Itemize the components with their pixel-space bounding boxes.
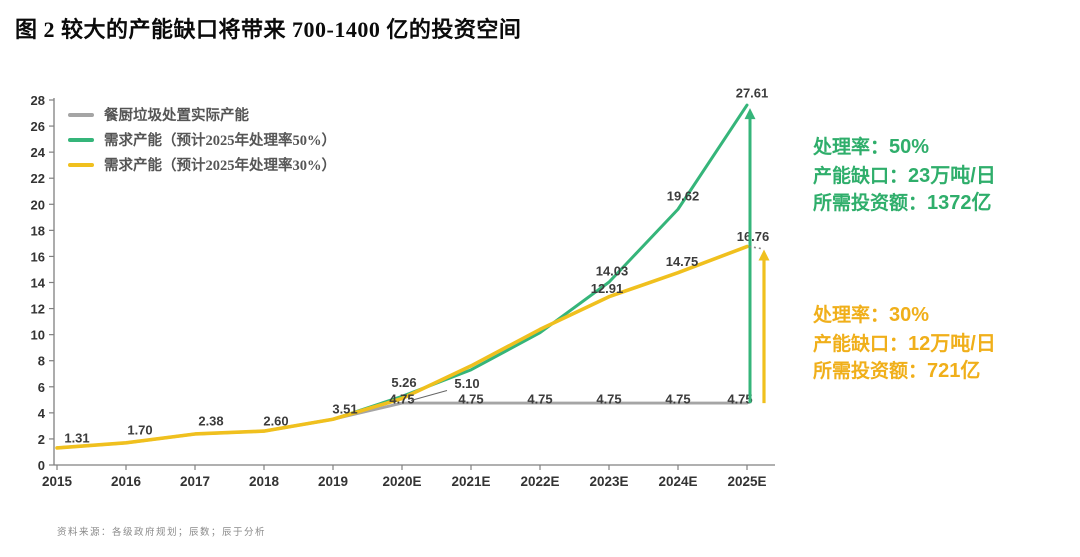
data-label-actual: 4.75	[458, 392, 483, 407]
x-tick-label: 2019	[318, 474, 348, 489]
legend-item-demand-30pct: 需求产能（预计2025年处理率30%）	[68, 152, 336, 177]
legend-swatch-yellow	[68, 162, 94, 167]
legend-swatch-gray	[68, 112, 94, 117]
x-tick-label: 2023E	[589, 474, 628, 489]
legend-label: 需求产能（预计2025年处理率50%）	[104, 133, 336, 149]
annotation-label: 产能缺口：	[813, 166, 909, 187]
y-tick-label: 28	[31, 93, 45, 108]
annotation-value: 1372亿	[927, 192, 992, 214]
annotation-line: 产能缺口：23万吨/日	[813, 159, 996, 187]
data-label-actual: 1.31	[64, 430, 89, 445]
y-tick-label: 16	[31, 249, 45, 264]
annotation-value: 721亿	[927, 360, 981, 382]
annotation-50pct-scenario: 处理率：50% 产能缺口：23万吨/日 所需投资额：1372亿	[813, 132, 996, 214]
y-tick-label: 20	[31, 197, 45, 212]
y-tick-label: 14	[31, 276, 46, 291]
data-label-actual: 1.70	[127, 422, 152, 437]
legend-label: 餐厨垃圾处置实际产能	[104, 108, 249, 124]
legend-label: 需求产能（预计2025年处理率30%）	[104, 158, 336, 174]
annotation-line: 所需投资额：1372亿	[813, 186, 996, 214]
data-label-actual: 4.75	[389, 392, 414, 407]
y-tick-label: 6	[38, 380, 45, 395]
data-label-actual: 2.38	[198, 413, 223, 428]
x-tick-label: 2017	[180, 474, 210, 489]
annotation-value: 50%	[889, 136, 930, 158]
x-tick-label: 2021E	[451, 474, 490, 489]
annotation-value: 12万吨/日	[908, 333, 996, 355]
data-label-demand-30pct: 5.10	[454, 376, 479, 391]
figure-title: 图 2 较大的产能缺口将带来 700-1400 亿的投资空间	[15, 17, 522, 42]
y-tick-label: 4	[38, 406, 46, 421]
gap-dotted-connector	[748, 245, 762, 250]
x-tick-label: 2024E	[658, 474, 697, 489]
y-tick-label: 10	[31, 328, 45, 343]
annotation-label: 处理率：	[813, 305, 890, 326]
data-label-actual: 4.75	[527, 392, 552, 407]
y-tick-label: 26	[31, 119, 45, 134]
chart-legend: 餐厨垃圾处置实际产能 需求产能（预计2025年处理率50%） 需求产能（预计20…	[68, 102, 336, 177]
data-label-demand-50pct: 27.61	[736, 86, 769, 101]
y-tick-label: 2	[38, 432, 45, 447]
data-label-demand-30pct: 14.75	[666, 254, 699, 269]
legend-item-actual-capacity: 餐厨垃圾处置实际产能	[68, 102, 336, 127]
annotation-label: 所需投资额：	[813, 361, 928, 382]
annotation-label: 所需投资额：	[813, 193, 928, 214]
data-label-demand-30pct: 12.91	[591, 281, 624, 296]
x-tick-label: 2015	[42, 474, 73, 489]
x-tick-label: 2020E	[382, 474, 421, 489]
y-tick-label: 0	[38, 458, 45, 473]
annotation-line: 处理率：50%	[813, 132, 996, 159]
x-tick-label: 2016	[111, 474, 142, 489]
series-line-demand-30pct	[55, 244, 749, 450]
legend-swatch-green	[68, 137, 94, 142]
annotation-label: 产能缺口：	[813, 334, 909, 355]
data-label-actual: 4.75	[596, 392, 621, 407]
annotation-label: 处理率：	[813, 137, 890, 158]
data-label-actual: 3.51	[332, 402, 357, 417]
y-tick-label: 18	[31, 223, 45, 238]
data-label-actual: 4.75	[665, 392, 690, 407]
y-tick-label: 8	[38, 354, 45, 369]
annotation-line: 产能缺口：12万吨/日	[813, 327, 996, 355]
data-label-actual: 2.60	[263, 414, 288, 429]
source-note: 资料来源：各级政府规划；辰数；辰于分析	[57, 528, 267, 538]
x-tick-label: 2018	[249, 474, 280, 489]
annotation-line: 处理率：30%	[813, 300, 996, 327]
x-tick-label: 2025E	[727, 474, 766, 489]
series-line-actual	[55, 401, 749, 450]
annotation-line: 所需投资额：721亿	[813, 354, 996, 382]
y-tick-label: 22	[31, 171, 45, 186]
data-label-demand-50pct: 14.03	[596, 264, 629, 279]
y-tick-label: 24	[31, 145, 46, 160]
data-label-actual: 4.75	[727, 392, 752, 407]
data-label-demand-50pct: 19.62	[667, 189, 700, 204]
legend-item-demand-50pct: 需求产能（预计2025年处理率50%）	[68, 127, 336, 152]
y-tick-label: 12	[31, 302, 45, 317]
label-leader-line	[410, 390, 448, 401]
annotation-value: 23万吨/日	[908, 165, 996, 187]
gap-arrow-head	[758, 249, 770, 261]
x-tick-label: 2022E	[520, 474, 559, 489]
data-label-demand-30pct: 16.76	[737, 229, 770, 244]
annotation-value: 30%	[889, 304, 930, 326]
data-label-demand-50pct: 5.26	[391, 375, 416, 390]
annotation-30pct-scenario: 处理率：30% 产能缺口：12万吨/日 所需投资额：721亿	[813, 300, 996, 382]
gap-arrow-head	[744, 108, 756, 120]
